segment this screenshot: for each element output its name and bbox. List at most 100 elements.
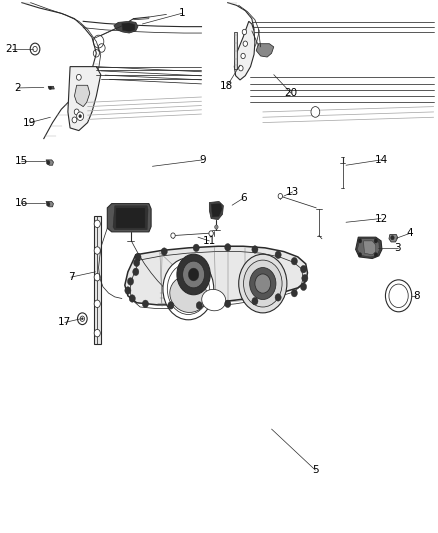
Text: 11: 11	[203, 236, 216, 246]
Circle shape	[275, 251, 281, 259]
Circle shape	[183, 261, 205, 288]
Circle shape	[374, 253, 378, 257]
Polygon shape	[356, 237, 382, 259]
Circle shape	[302, 274, 308, 282]
Text: 2: 2	[14, 83, 21, 93]
Circle shape	[76, 75, 81, 80]
Circle shape	[77, 112, 84, 120]
Polygon shape	[389, 235, 398, 242]
Circle shape	[242, 29, 247, 35]
Circle shape	[163, 258, 214, 320]
Circle shape	[255, 274, 271, 293]
Circle shape	[49, 86, 52, 90]
Circle shape	[193, 244, 199, 252]
Circle shape	[215, 225, 218, 229]
Circle shape	[385, 280, 412, 312]
Circle shape	[80, 316, 85, 321]
Text: 19: 19	[23, 118, 36, 127]
Ellipse shape	[170, 276, 207, 312]
Text: 16: 16	[14, 198, 28, 207]
Text: 18: 18	[220, 82, 233, 91]
Polygon shape	[234, 32, 237, 69]
Circle shape	[239, 66, 243, 71]
Circle shape	[134, 259, 140, 266]
Circle shape	[94, 273, 100, 281]
Circle shape	[358, 253, 362, 257]
Circle shape	[389, 284, 408, 308]
Text: 4: 4	[406, 229, 413, 238]
Circle shape	[142, 300, 148, 308]
Polygon shape	[116, 208, 145, 228]
Circle shape	[300, 265, 307, 273]
Polygon shape	[234, 21, 255, 80]
Text: 9: 9	[199, 155, 206, 165]
Circle shape	[250, 268, 276, 300]
Circle shape	[46, 160, 50, 165]
Circle shape	[311, 107, 320, 117]
Text: 5: 5	[312, 465, 319, 475]
Text: 8: 8	[413, 291, 420, 301]
Circle shape	[171, 233, 175, 238]
Polygon shape	[114, 21, 138, 33]
Circle shape	[94, 220, 100, 228]
Text: 6: 6	[240, 193, 247, 203]
Circle shape	[74, 109, 79, 115]
Circle shape	[167, 263, 209, 314]
Text: 15: 15	[14, 156, 28, 166]
Polygon shape	[211, 204, 222, 217]
Circle shape	[168, 302, 174, 309]
Circle shape	[46, 202, 50, 206]
Circle shape	[188, 268, 199, 281]
Circle shape	[244, 260, 282, 307]
Circle shape	[391, 236, 394, 240]
Polygon shape	[209, 201, 223, 220]
Polygon shape	[125, 246, 307, 305]
Circle shape	[78, 93, 83, 99]
Circle shape	[291, 289, 297, 297]
Circle shape	[127, 278, 134, 285]
Polygon shape	[46, 160, 53, 165]
Text: 20: 20	[285, 88, 298, 98]
Polygon shape	[107, 204, 151, 232]
Polygon shape	[357, 239, 379, 257]
Polygon shape	[46, 201, 53, 207]
Circle shape	[94, 329, 100, 337]
Circle shape	[81, 318, 83, 320]
Polygon shape	[364, 241, 376, 255]
Text: 17: 17	[58, 318, 71, 327]
Circle shape	[239, 254, 287, 313]
Polygon shape	[68, 67, 101, 131]
Polygon shape	[256, 44, 274, 57]
Text: 3: 3	[394, 243, 401, 253]
Circle shape	[94, 247, 100, 254]
Circle shape	[33, 46, 37, 52]
Circle shape	[125, 287, 131, 294]
Circle shape	[291, 257, 297, 265]
Circle shape	[196, 302, 202, 309]
Circle shape	[300, 283, 307, 290]
Circle shape	[209, 231, 213, 236]
Circle shape	[129, 295, 135, 302]
Text: 7: 7	[67, 272, 74, 282]
Text: 14: 14	[374, 155, 388, 165]
Polygon shape	[113, 206, 148, 230]
Circle shape	[94, 300, 100, 308]
Circle shape	[243, 41, 247, 46]
Circle shape	[72, 117, 77, 123]
Text: 13: 13	[286, 187, 299, 197]
Circle shape	[133, 268, 139, 276]
Circle shape	[225, 244, 231, 251]
Circle shape	[135, 253, 141, 261]
Circle shape	[79, 115, 81, 118]
Ellipse shape	[202, 289, 226, 311]
Circle shape	[241, 53, 245, 59]
Text: 1: 1	[178, 9, 185, 18]
Polygon shape	[122, 23, 135, 31]
Circle shape	[374, 239, 378, 243]
Polygon shape	[94, 216, 101, 344]
Circle shape	[252, 246, 258, 253]
Circle shape	[161, 248, 167, 255]
Circle shape	[78, 313, 87, 325]
Circle shape	[30, 43, 40, 55]
Polygon shape	[74, 85, 90, 107]
